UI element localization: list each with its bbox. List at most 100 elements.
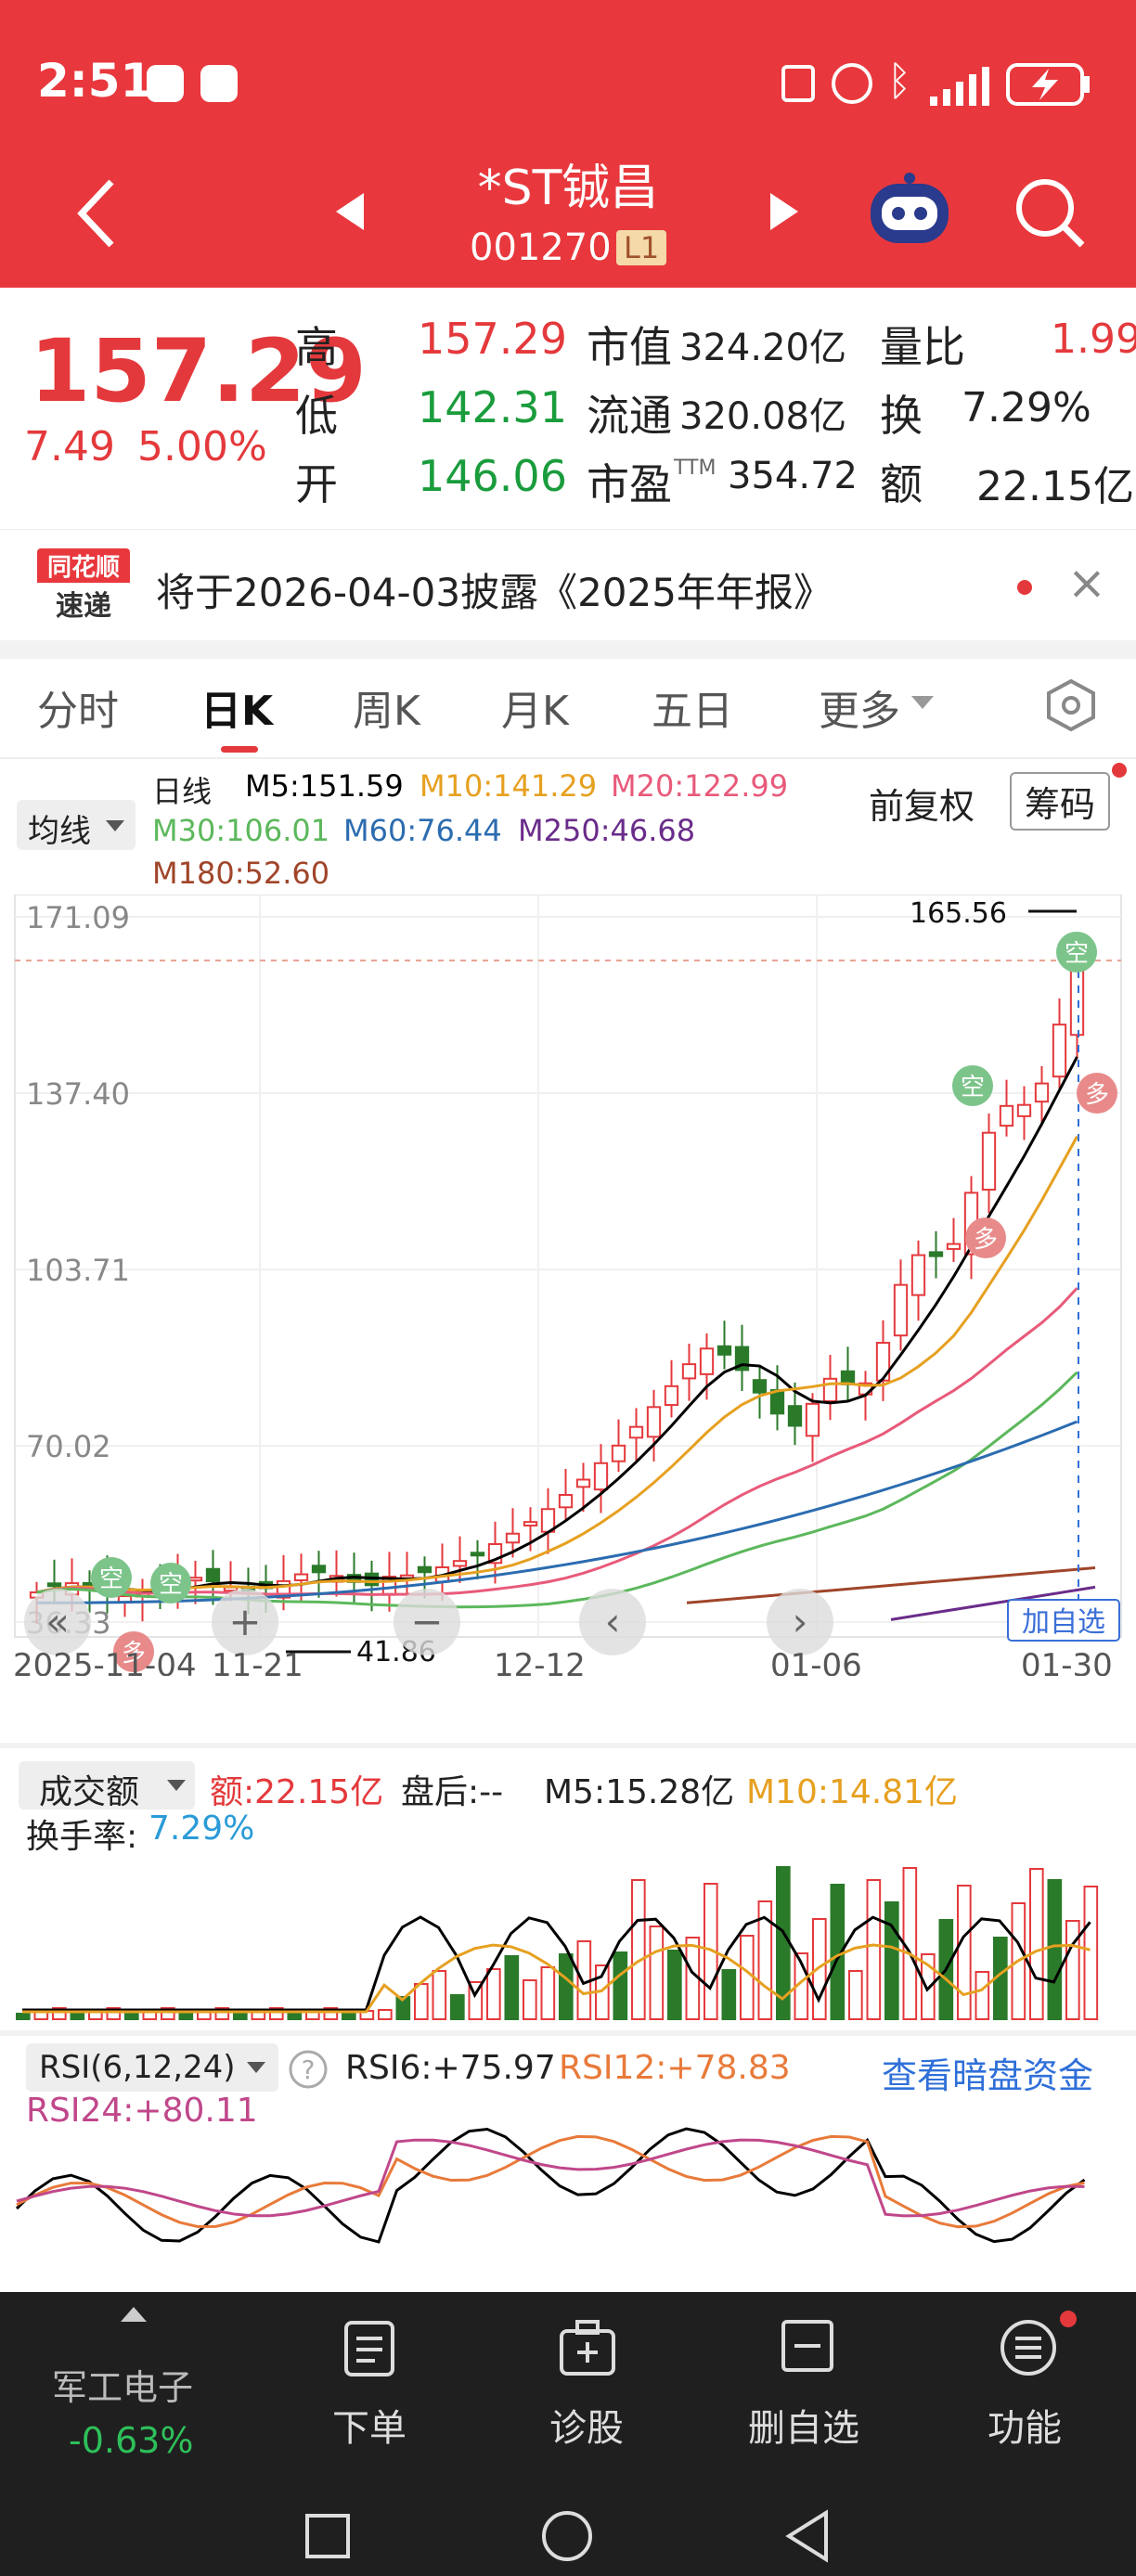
back-nav-icon[interactable] (785, 2509, 832, 2563)
short-signal-tag (91, 1557, 132, 1598)
short-signal-tag (1056, 932, 1097, 972)
sector-name[interactable]: 军工电子 (52, 2367, 194, 2408)
float-label: 流通 (587, 391, 672, 441)
help-icon[interactable]: ? (288, 2049, 329, 2090)
recent-apps-icon[interactable] (304, 2513, 351, 2559)
chart-nav-glyph: › (793, 1599, 808, 1644)
divider (0, 640, 1136, 659)
tab-five-day[interactable]: 五日 (652, 688, 733, 735)
ma-line-10 (36, 1136, 1078, 1594)
volume-bar (848, 1970, 863, 2020)
bluetooth-icon: ᛒ (887, 58, 912, 105)
volume-bar (559, 1953, 574, 2020)
adjust-mode[interactable]: 前复权 (869, 786, 975, 827)
candle-body (999, 1104, 1014, 1127)
news-logo-bottom: 速递 (56, 590, 111, 623)
volume-bar (1083, 1886, 1099, 2020)
tab-weekly-k[interactable]: 周K (353, 688, 420, 735)
search-icon[interactable] (1013, 176, 1088, 251)
mcap-value: 324.20亿 (679, 327, 846, 369)
more-dropdown-icon (911, 696, 934, 709)
candle-body (1069, 964, 1085, 1037)
ma-line-180 (686, 1566, 1096, 1604)
x-date-label: 12-12 (494, 1647, 586, 1676)
chart-nav-button (579, 1589, 646, 1655)
nav-diagnose[interactable]: 诊股 (549, 2407, 624, 2450)
candle-body (628, 1425, 644, 1439)
prev-stock-icon[interactable] (334, 191, 368, 232)
ma-line-20 (36, 1287, 1078, 1596)
tab-monthly-k[interactable]: 月K (501, 688, 569, 735)
turnover-label: 换 (880, 391, 923, 441)
candle-body (205, 1567, 221, 1583)
back-icon[interactable] (74, 176, 121, 251)
sector-expand-icon (121, 2307, 147, 2322)
rsi12-line (16, 2134, 1085, 2229)
home-icon[interactable] (540, 2509, 594, 2563)
volume-bar (450, 1994, 465, 2020)
float-value: 320.08亿 (679, 395, 846, 438)
robot-assistant-icon[interactable] (865, 173, 954, 251)
volume-bar (540, 1966, 556, 2020)
volume-bar (667, 1950, 682, 2020)
volume-bar (721, 1969, 737, 2020)
chart-nav-glyph: + (228, 1599, 261, 1644)
news-unread-dot (1017, 580, 1032, 595)
rsi-chart[interactable] (0, 2125, 1136, 2292)
volume-bar (414, 1983, 429, 2020)
current-price: 157.29 (30, 321, 367, 422)
functions-icon (1000, 2320, 1056, 2376)
divider (0, 1743, 1136, 1748)
volume-bar (70, 2013, 85, 2020)
dark-pool-link[interactable]: 查看暗盘资金 (882, 2055, 1094, 2096)
tab-daily-k[interactable]: 日K (200, 688, 274, 735)
divider (0, 757, 1136, 759)
candle-body (822, 1377, 838, 1403)
short-signal-text: 空 (159, 1571, 183, 1599)
nav-functions[interactable]: 功能 (988, 2407, 1062, 2450)
volume-bar (16, 2013, 31, 2020)
volume-bar (504, 1955, 520, 2020)
volume-bar (631, 1879, 646, 2020)
nav-remove-watch[interactable]: 删自选 (748, 2407, 859, 2450)
volume-bar (486, 1968, 501, 2020)
rsi-select[interactable]: RSI(6,12,24) (26, 2043, 278, 2092)
candle-body (699, 1347, 715, 1375)
settings-hexagon-icon[interactable] (1043, 677, 1099, 733)
tab-more[interactable]: 更多 (819, 688, 900, 735)
volume-bar (342, 2013, 356, 2020)
kline-chart[interactable]: 171.09137.40103.7170.0236.33165.5641.86空… (0, 895, 1136, 1676)
stock-code: 001270 (470, 226, 612, 269)
ma-select[interactable]: 均线 (17, 800, 136, 850)
next-stock-icon[interactable] (767, 191, 800, 232)
volume-bar (523, 1979, 537, 2020)
volume-select[interactable]: 成交额 (19, 1761, 195, 1811)
rsi-select-dropdown-icon (247, 2062, 265, 2073)
chips-button[interactable]: 筹码 (1010, 772, 1111, 831)
legend-m60: M60:76.44 (343, 813, 502, 848)
chips-red-dot (1112, 763, 1127, 778)
price-change: 7.49 (24, 423, 115, 470)
long-signal-tag (965, 1217, 1006, 1258)
volume-bar (1065, 1920, 1080, 2020)
chart-nav-button (767, 1589, 833, 1655)
alarm-icon (832, 63, 872, 104)
nav-order[interactable]: 下单 (332, 2407, 407, 2450)
turnover-rate-value: 7.29% (148, 1810, 255, 1848)
x-date-label: 11-21 (212, 1647, 303, 1676)
volume-bar (1047, 1879, 1063, 2020)
volume-bar (378, 2009, 393, 2020)
rsi24-value: RSI24:+80.11 (26, 2092, 258, 2130)
tab-intraday[interactable]: 分时 (37, 688, 119, 735)
news-banner[interactable]: 同花顺 速递 将于2026-04-03披露《2025年年报》 × (0, 529, 1136, 640)
volume-select-dropdown-icon (167, 1780, 186, 1791)
volume-ratio-value: 1.99 (1051, 316, 1136, 363)
nfc-icon (781, 65, 815, 102)
news-close-icon[interactable]: × (1067, 556, 1106, 610)
amount-label: 额 (880, 459, 923, 509)
chart-nav-glyph: − (410, 1599, 443, 1644)
chart-frame (14, 895, 1122, 1638)
candle-body (893, 1283, 909, 1337)
volume-chart[interactable] (0, 1847, 1136, 2032)
ma-line-5 (36, 1056, 1078, 1594)
